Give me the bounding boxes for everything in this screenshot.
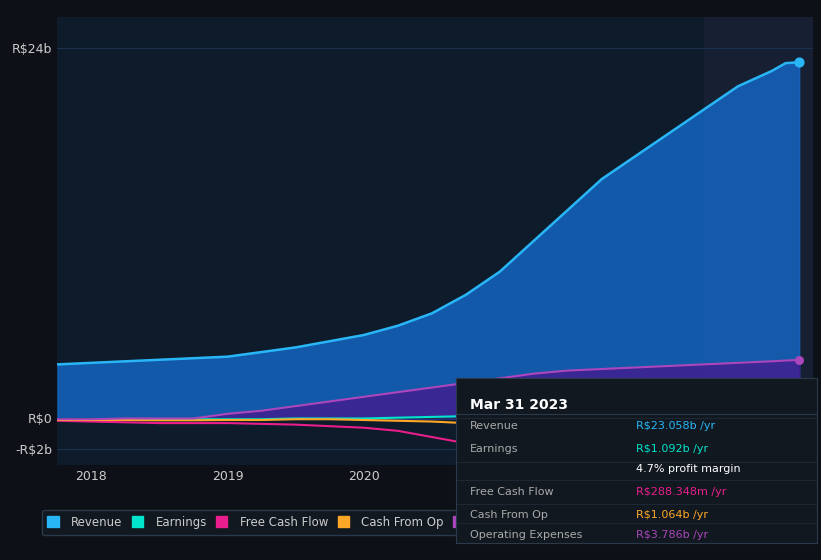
Text: Cash From Op: Cash From Op: [470, 510, 548, 520]
Text: Operating Expenses: Operating Expenses: [470, 530, 582, 540]
Point: [792, 356, 805, 365]
Text: Free Cash Flow: Free Cash Flow: [470, 487, 553, 497]
Point: [792, 397, 805, 406]
Text: Revenue: Revenue: [470, 421, 519, 431]
Text: R$288.348m /yr: R$288.348m /yr: [636, 487, 727, 497]
Point: [792, 58, 805, 67]
Point: [792, 398, 805, 407]
Text: 4.7% profit margin: 4.7% profit margin: [636, 464, 741, 474]
Text: R$1.092b /yr: R$1.092b /yr: [636, 444, 709, 454]
Text: Earnings: Earnings: [470, 444, 519, 454]
Point: [792, 409, 805, 418]
Text: Mar 31 2023: Mar 31 2023: [470, 398, 568, 412]
Text: R$3.786b /yr: R$3.786b /yr: [636, 530, 709, 540]
Legend: Revenue, Earnings, Free Cash Flow, Cash From Op, Operating Expenses: Revenue, Earnings, Free Cash Flow, Cash …: [42, 510, 602, 535]
Text: R$1.064b /yr: R$1.064b /yr: [636, 510, 709, 520]
Bar: [704, 17, 813, 465]
Text: R$23.058b /yr: R$23.058b /yr: [636, 421, 715, 431]
